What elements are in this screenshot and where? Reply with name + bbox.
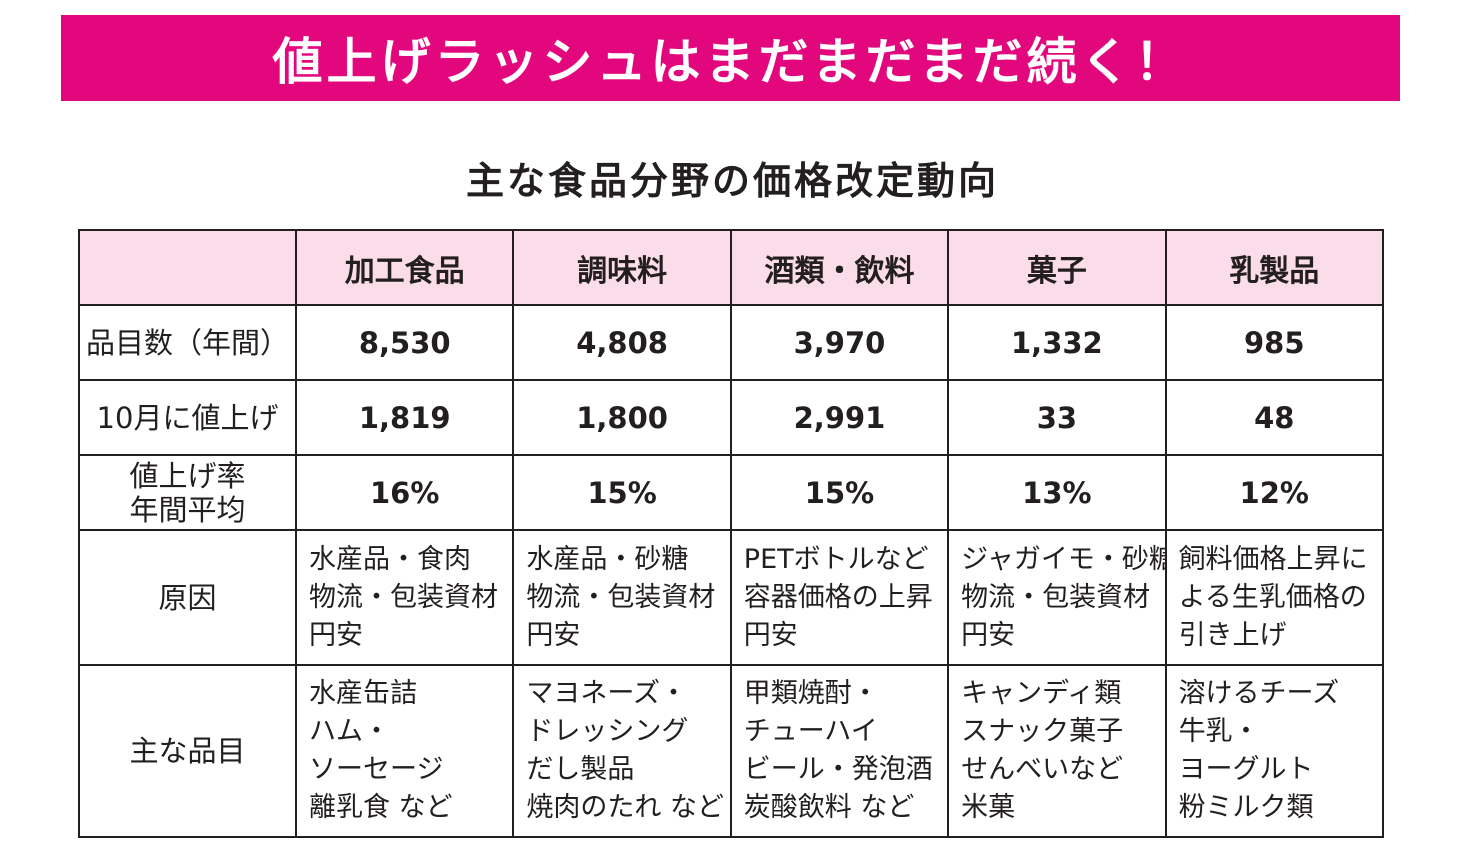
item-line: 炭酸飲料 など bbox=[743, 792, 915, 823]
cause-cell: PETボトルなど 容器価格の上昇 円安 bbox=[729, 529, 950, 666]
banner-title: 値上げラッシュはまだまだまだ続く！ bbox=[272, 33, 1189, 91]
october-cell: 48 bbox=[1164, 379, 1384, 456]
item-line: キャンディ類 bbox=[961, 678, 1122, 709]
count-cell: 985 bbox=[1164, 304, 1384, 381]
table-row: 10月に値上げ 1,819 1,800 2,991 33 48 bbox=[78, 379, 1384, 456]
row-label-count: 品目数（年間） bbox=[78, 304, 297, 381]
cause-line: 水産品・食肉 bbox=[309, 543, 471, 575]
october-cell: 1,819 bbox=[294, 379, 515, 456]
item-line: せんべいなど bbox=[961, 754, 1124, 785]
cause-line: 物流・包装資材 bbox=[309, 581, 498, 613]
cause-line: 水産品・砂糖 bbox=[526, 543, 689, 575]
cause-line: 物流・包装資材 bbox=[526, 581, 716, 613]
price-revision-table: 加工食品 調味料 酒類・飲料 菓子 乳製品 品目数（年間） 8,530 4,80… bbox=[78, 229, 1384, 838]
cause-line: 円安 bbox=[526, 619, 581, 651]
item-line: 甲類焼酎・ bbox=[743, 678, 879, 709]
count-cell: 1,332 bbox=[947, 304, 1167, 381]
items-cell: 水産缶詰 ハム・ ソーセージ 離乳食 など bbox=[294, 664, 515, 838]
item-line: 米菓 bbox=[961, 792, 1016, 823]
count-cell: 8,530 bbox=[294, 304, 515, 381]
table-subtitle: 主な食品分野の価格改定動向 bbox=[465, 159, 999, 203]
cause-line: 円安 bbox=[743, 619, 798, 651]
rate-cell: 13% bbox=[947, 454, 1167, 531]
row-label-cause: 原因 bbox=[78, 529, 297, 666]
header-dairy: 乳製品 bbox=[1164, 229, 1384, 306]
title-banner: 値上げラッシュはまだまだまだ続く！ bbox=[61, 15, 1400, 101]
table-row: 品目数（年間） 8,530 4,808 3,970 1,332 985 bbox=[78, 304, 1384, 381]
rate-cell: 16% bbox=[294, 454, 515, 531]
item-line: 焼肉のたれ など bbox=[526, 792, 724, 823]
count-cell: 3,970 bbox=[729, 304, 950, 381]
item-line: ビール・発泡酒 bbox=[743, 754, 933, 785]
rate-cell: 15% bbox=[512, 454, 732, 531]
table-row: 値上げ率 年間平均 16% 15% 15% 13% 12% bbox=[78, 454, 1384, 531]
cause-cell: ジャガイモ・砂糖 物流・包装資材 円安 bbox=[947, 529, 1167, 666]
october-cell: 2,991 bbox=[729, 379, 950, 456]
cause-line: 円安 bbox=[309, 619, 363, 651]
item-line: 水産缶詰 bbox=[309, 678, 417, 709]
item-line: マヨネーズ・ bbox=[526, 678, 688, 709]
header-row: 加工食品 調味料 酒類・飲料 菓子 乳製品 bbox=[78, 229, 1384, 306]
item-line: ソーセージ bbox=[309, 754, 444, 785]
item-line: 溶けるチーズ bbox=[1178, 678, 1340, 709]
count-cell: 4,808 bbox=[512, 304, 732, 381]
header-confectionery: 菓子 bbox=[947, 229, 1167, 306]
cause-line: 引き上げ bbox=[1178, 619, 1287, 651]
october-cell: 1,800 bbox=[512, 379, 732, 456]
items-cell: キャンディ類 スナック菓子 せんべいなど 米菓 bbox=[947, 664, 1167, 838]
rate-cell: 12% bbox=[1164, 454, 1384, 531]
item-line: 離乳食 など bbox=[309, 792, 453, 823]
item-line: だし製品 bbox=[526, 754, 635, 785]
cause-line: 容器価格の上昇 bbox=[743, 581, 933, 613]
row-label-rate: 値上げ率 年間平均 bbox=[78, 454, 297, 531]
october-cell: 33 bbox=[947, 379, 1167, 456]
item-line: 牛乳・ bbox=[1178, 716, 1260, 747]
item-line: スナック菓子 bbox=[961, 716, 1124, 747]
row-label-items: 主な品目 bbox=[78, 664, 297, 838]
header-processed-food: 加工食品 bbox=[294, 229, 515, 306]
table-row: 原因 水産品・食肉 物流・包装資材 円安 水産品・砂糖 物流・包装資材 円安 P… bbox=[78, 529, 1384, 666]
cause-line: よる生乳価格の bbox=[1178, 581, 1367, 613]
rate-cell: 15% bbox=[729, 454, 950, 531]
item-line: ドレッシング bbox=[526, 716, 689, 747]
item-line: チューハイ bbox=[743, 716, 878, 747]
cause-cell: 水産品・食肉 物流・包装資材 円安 bbox=[294, 529, 515, 666]
items-cell: マヨネーズ・ ドレッシング だし製品 焼肉のたれ など bbox=[512, 664, 732, 838]
cause-line: ジャガイモ・砂糖 bbox=[961, 543, 1166, 575]
header-alcohol-beverage: 酒類・飲料 bbox=[729, 229, 950, 306]
cause-cell: 飼料価格上昇に よる生乳価格の 引き上げ bbox=[1164, 529, 1384, 666]
cause-line: 円安 bbox=[961, 619, 1016, 651]
item-line: 粉ミルク類 bbox=[1178, 792, 1314, 823]
cause-line: 物流・包装資材 bbox=[961, 581, 1151, 613]
cause-line: PETボトルなど bbox=[743, 543, 929, 575]
header-corner bbox=[78, 229, 297, 306]
items-cell: 甲類焼酎・ チューハイ ビール・発泡酒 炭酸飲料 など bbox=[729, 664, 950, 838]
table-row: 主な品目 水産缶詰 ハム・ ソーセージ 離乳食 など マヨネーズ・ ドレッシング… bbox=[78, 664, 1384, 838]
row-label-october: 10月に値上げ bbox=[78, 379, 297, 456]
cause-cell: 水産品・砂糖 物流・包装資材 円安 bbox=[512, 529, 732, 666]
header-seasoning: 調味料 bbox=[512, 229, 732, 306]
item-line: ハム・ bbox=[309, 716, 390, 747]
rate-label-line: 値上げ率 bbox=[129, 458, 246, 493]
item-line: ヨーグルト bbox=[1178, 754, 1314, 785]
cause-line: 飼料価格上昇に bbox=[1178, 543, 1368, 575]
items-cell: 溶けるチーズ 牛乳・ ヨーグルト 粉ミルク類 bbox=[1164, 664, 1384, 838]
rate-label-line: 年間平均 bbox=[129, 492, 246, 527]
